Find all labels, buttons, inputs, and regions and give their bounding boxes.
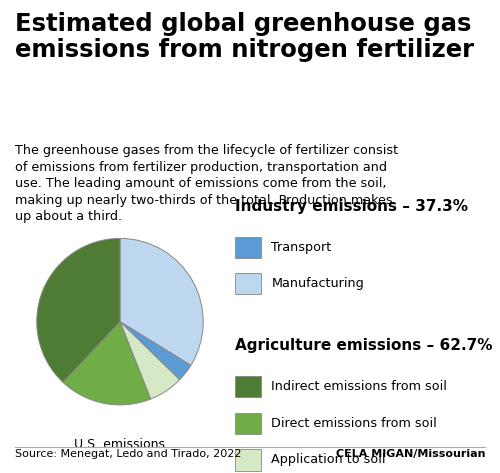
Text: Application to soil: Application to soil	[272, 454, 386, 466]
FancyBboxPatch shape	[235, 449, 261, 471]
Text: CELA MIGAN/Missourian: CELA MIGAN/Missourian	[336, 449, 485, 459]
Wedge shape	[120, 238, 203, 365]
Wedge shape	[120, 322, 191, 380]
Wedge shape	[63, 322, 150, 405]
Text: Estimated global greenhouse gas
emissions from nitrogen fertilizer: Estimated global greenhouse gas emission…	[15, 12, 474, 61]
Text: Source: Menegat, Ledo and Tirado, 2022: Source: Menegat, Ledo and Tirado, 2022	[15, 449, 241, 459]
Wedge shape	[120, 322, 180, 399]
Text: Transport: Transport	[272, 241, 332, 254]
Text: The greenhouse gases from the lifecycle of fertilizer consist
of emissions from : The greenhouse gases from the lifecycle …	[15, 144, 398, 223]
Text: U.S. emissions: U.S. emissions	[74, 438, 166, 451]
FancyBboxPatch shape	[235, 273, 261, 294]
Text: Industry emissions – 37.3%: Industry emissions – 37.3%	[235, 199, 468, 214]
FancyBboxPatch shape	[235, 236, 261, 258]
Wedge shape	[37, 238, 120, 382]
FancyBboxPatch shape	[235, 412, 261, 434]
Text: Direct emissions from soil: Direct emissions from soil	[272, 417, 437, 430]
FancyBboxPatch shape	[235, 376, 261, 397]
Text: Agriculture emissions – 62.7%: Agriculture emissions – 62.7%	[235, 338, 492, 353]
Text: Manufacturing: Manufacturing	[272, 277, 364, 290]
Text: Indirect emissions from soil: Indirect emissions from soil	[272, 380, 448, 393]
